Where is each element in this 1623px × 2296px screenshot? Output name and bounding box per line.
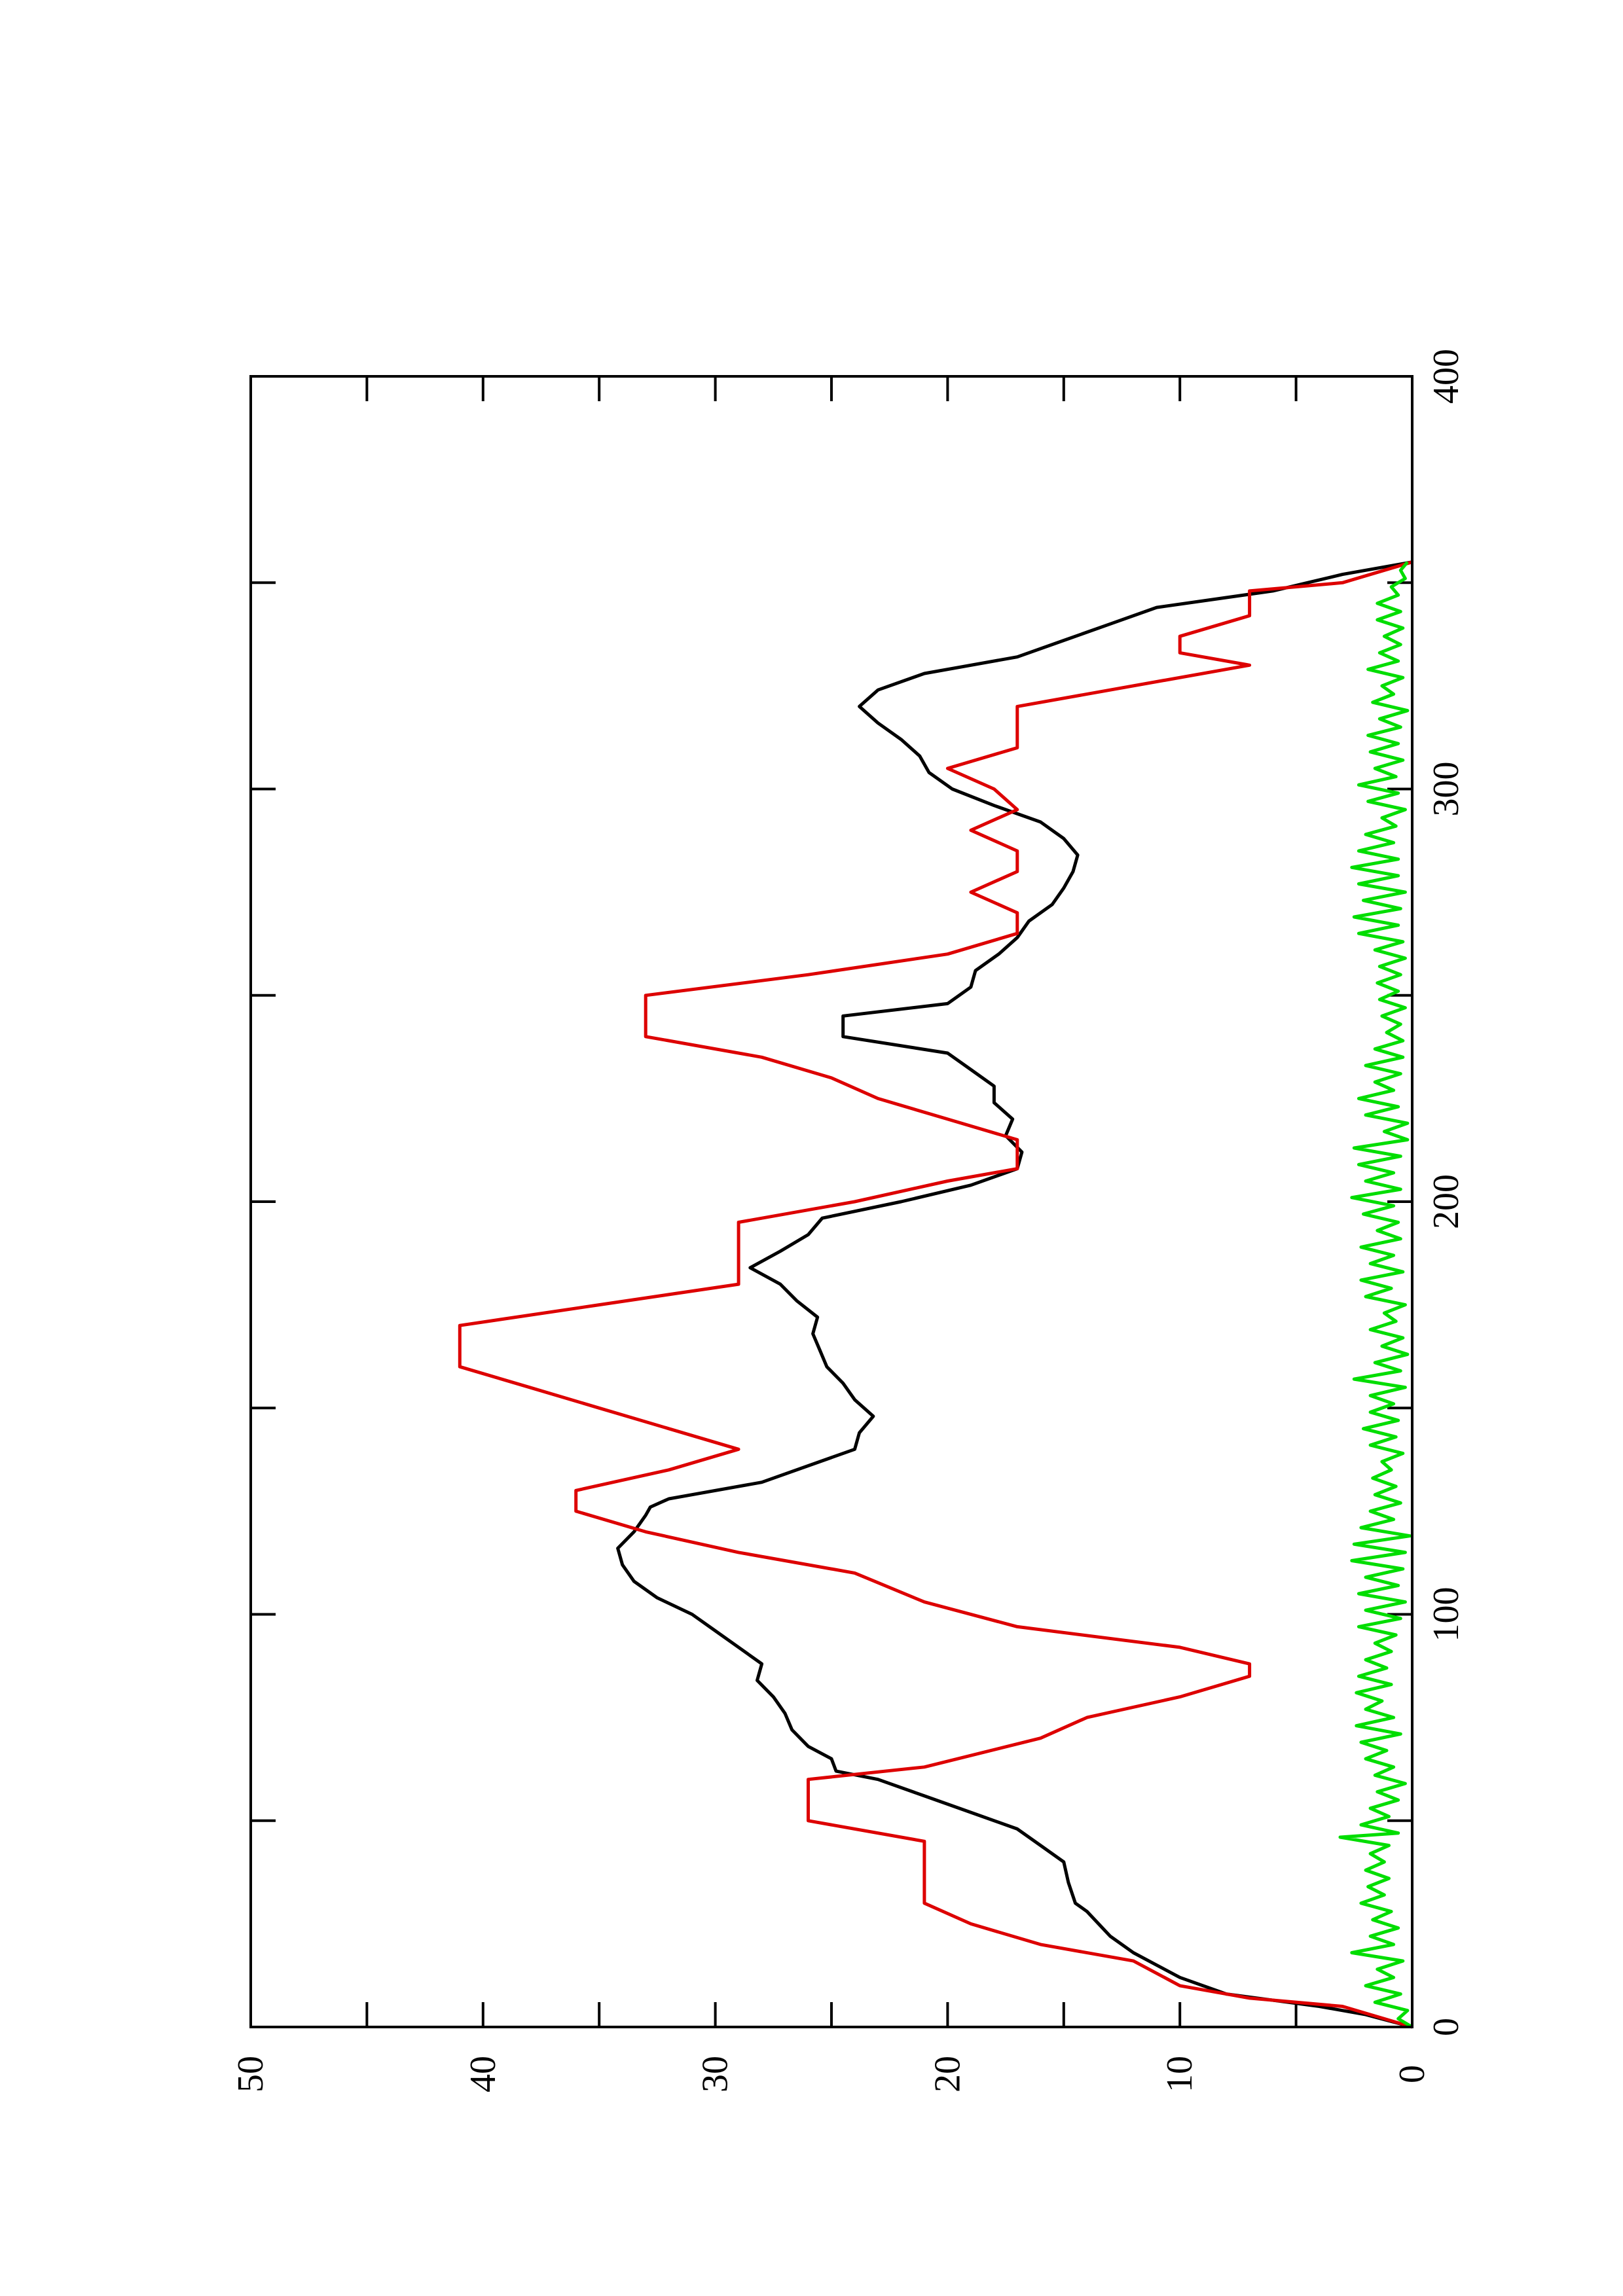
x-tick-label: 300 bbox=[1426, 762, 1467, 817]
series-red-line bbox=[458, 560, 1413, 2029]
y-tick-label: 0 bbox=[1392, 2065, 1432, 2083]
x-tick-label: 200 bbox=[1426, 1174, 1467, 1229]
y-tick-label: 50 bbox=[230, 2056, 271, 2092]
x-tick-label: 0 bbox=[1426, 2018, 1467, 2036]
series-green-line bbox=[1338, 561, 1413, 2029]
plot-frame bbox=[249, 375, 1413, 2028]
series-lines bbox=[458, 560, 1413, 2029]
x-tick-label: 400 bbox=[1426, 349, 1467, 404]
x-tick-label: 100 bbox=[1426, 1587, 1467, 1642]
y-tick-label: 40 bbox=[463, 2056, 503, 2092]
tick-marks bbox=[249, 375, 1413, 2028]
y-tick-label: 10 bbox=[1159, 2056, 1200, 2092]
tick-labels: 0 100 200 300 400 0 10 20 30 40 50 bbox=[230, 349, 1467, 2092]
y-tick-label: 20 bbox=[927, 2056, 968, 2092]
y-tick-label: 30 bbox=[695, 2056, 736, 2092]
series-black-line bbox=[616, 560, 1413, 2029]
